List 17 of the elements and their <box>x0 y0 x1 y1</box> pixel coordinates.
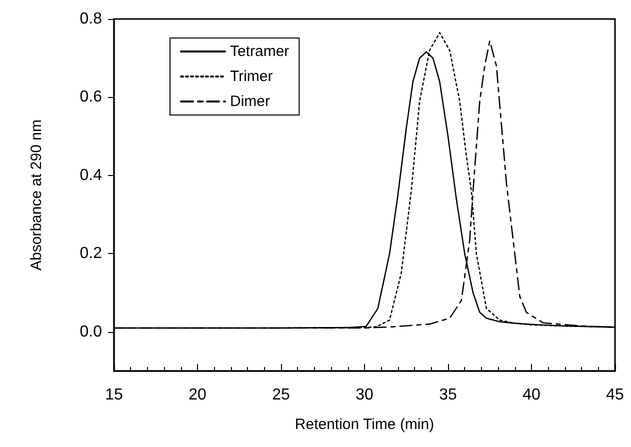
x-tick-label: 20 <box>188 386 206 404</box>
y-tick-label: 0.6 <box>80 88 102 106</box>
x-tick-label: 35 <box>439 386 457 404</box>
x-tick-label: 30 <box>356 386 374 404</box>
legend-label: Dimer <box>230 93 270 110</box>
x-tick-label: 25 <box>272 386 290 404</box>
legend-label: Tetramer <box>230 43 290 60</box>
legend-label: Trimer <box>230 68 273 85</box>
x-tick-label: 15 <box>105 386 123 404</box>
x-tick-label: 40 <box>522 386 540 404</box>
y-axis-title: Absorbance at 290 nm <box>28 120 45 270</box>
x-tick-label: 45 <box>606 386 624 404</box>
y-tick-label: 0.2 <box>80 245 102 262</box>
y-tick-label: 0.4 <box>80 166 102 184</box>
y-tick-label: 0.8 <box>80 10 102 28</box>
x-axis-title: Retention Time (min) <box>294 416 434 433</box>
y-tick-label: 0.0 <box>80 323 102 340</box>
